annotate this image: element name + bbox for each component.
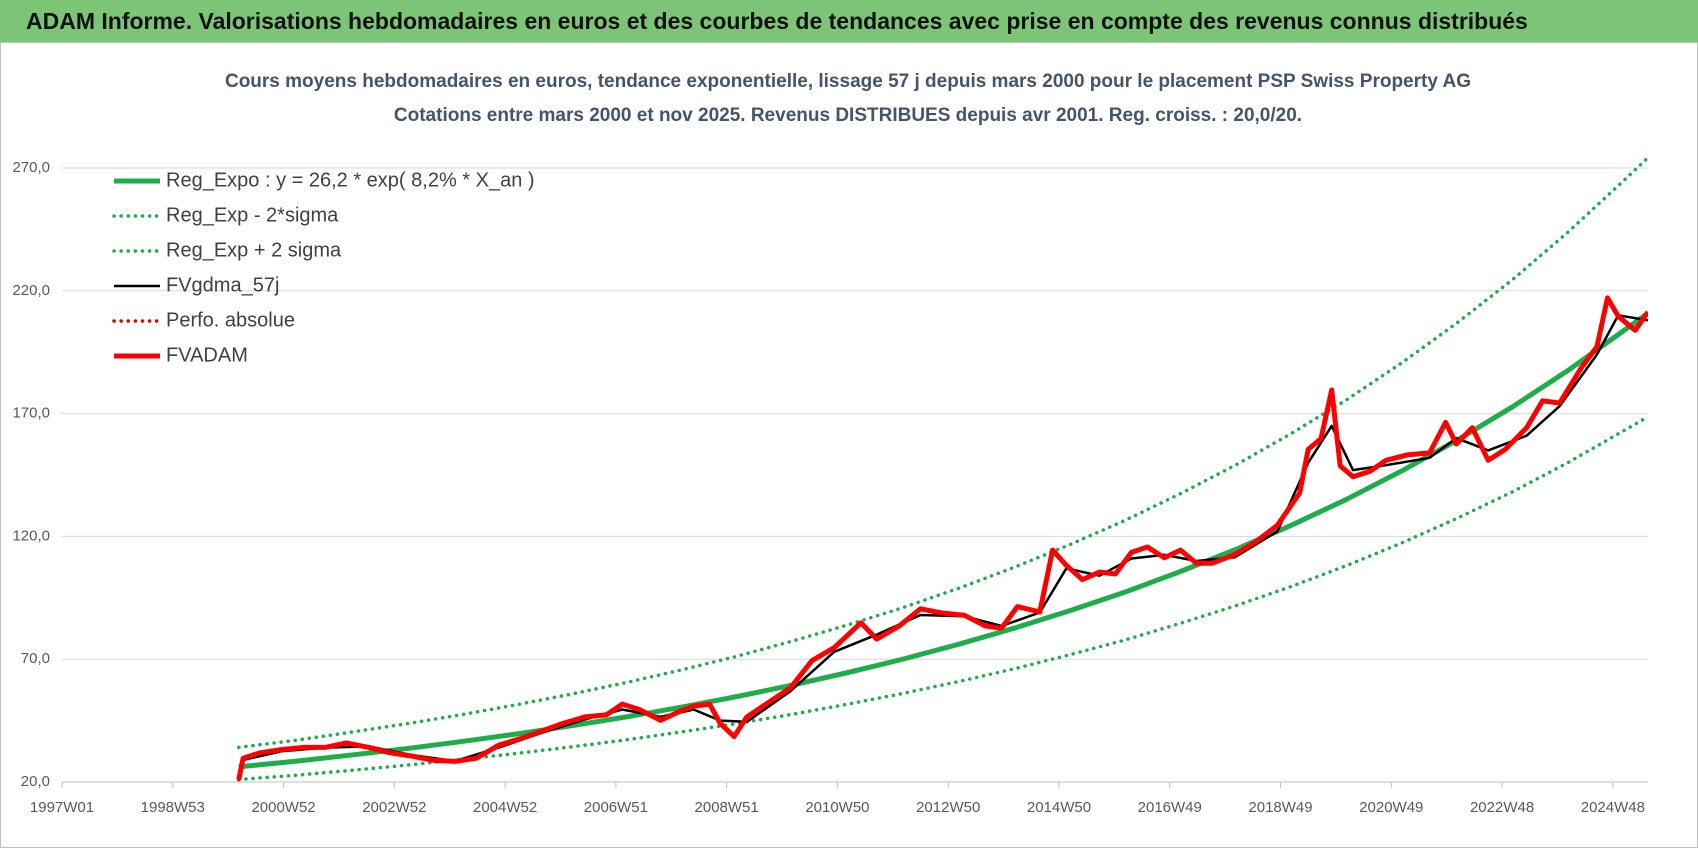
y-tick-label: 20,0 bbox=[21, 773, 50, 790]
y-tick-label: 270,0 bbox=[12, 159, 50, 176]
x-tick-label: 2024W48 bbox=[1581, 799, 1645, 816]
x-tick-label: 2000W52 bbox=[251, 799, 315, 816]
x-tick-label: 2002W52 bbox=[362, 799, 426, 816]
x-tick-label: 2020W49 bbox=[1359, 799, 1423, 816]
y-tick-label: 120,0 bbox=[12, 527, 50, 544]
y-tick-label: 170,0 bbox=[12, 405, 50, 422]
series-line bbox=[237, 415, 1648, 782]
legend-label: Reg_Exp - 2*sigma bbox=[166, 204, 339, 226]
x-tick-label: 1998W53 bbox=[141, 799, 205, 816]
x-tick-label: 2016W49 bbox=[1138, 799, 1202, 816]
x-tick-label: 2004W52 bbox=[473, 799, 537, 816]
plot-area bbox=[236, 155, 1648, 782]
x-tick-label: 2014W50 bbox=[1027, 799, 1091, 816]
x-tick-label: 2010W50 bbox=[805, 799, 869, 816]
legend-label: Reg_Exp + 2 sigma bbox=[166, 239, 342, 261]
header-bar: ADAM Informe. Valorisations hebdomadaire… bbox=[0, 0, 1698, 42]
chart-subtitle: Cotations entre mars 2000 et nov 2025. R… bbox=[394, 105, 1302, 126]
series-line bbox=[238, 311, 1648, 770]
series-line bbox=[237, 155, 1648, 750]
y-tick-label: 220,0 bbox=[12, 282, 50, 299]
x-tick-label: 2022W48 bbox=[1470, 799, 1534, 816]
x-tick-label: 2012W50 bbox=[916, 799, 980, 816]
y-tick-label: 70,0 bbox=[21, 650, 50, 667]
x-tick-label: 2008W51 bbox=[695, 799, 759, 816]
series-line bbox=[236, 295, 1648, 780]
legend-label: Reg_Expo : y = 26,2 * exp( 8,2% * X_an ) bbox=[166, 169, 535, 191]
x-tick-label: 2006W51 bbox=[584, 799, 648, 816]
x-tick-label: 2018W49 bbox=[1248, 799, 1312, 816]
series-line bbox=[237, 296, 1648, 782]
chart-title: Cours moyens hebdomadaires en euros, ten… bbox=[225, 71, 1471, 92]
legend-label: FVgdma_57j bbox=[166, 274, 279, 296]
legend-label: Perfo. absolue bbox=[166, 309, 295, 331]
legend-label: FVADAM bbox=[166, 344, 248, 366]
x-tick-label: 1997W01 bbox=[30, 799, 94, 816]
series-line bbox=[242, 314, 1648, 763]
